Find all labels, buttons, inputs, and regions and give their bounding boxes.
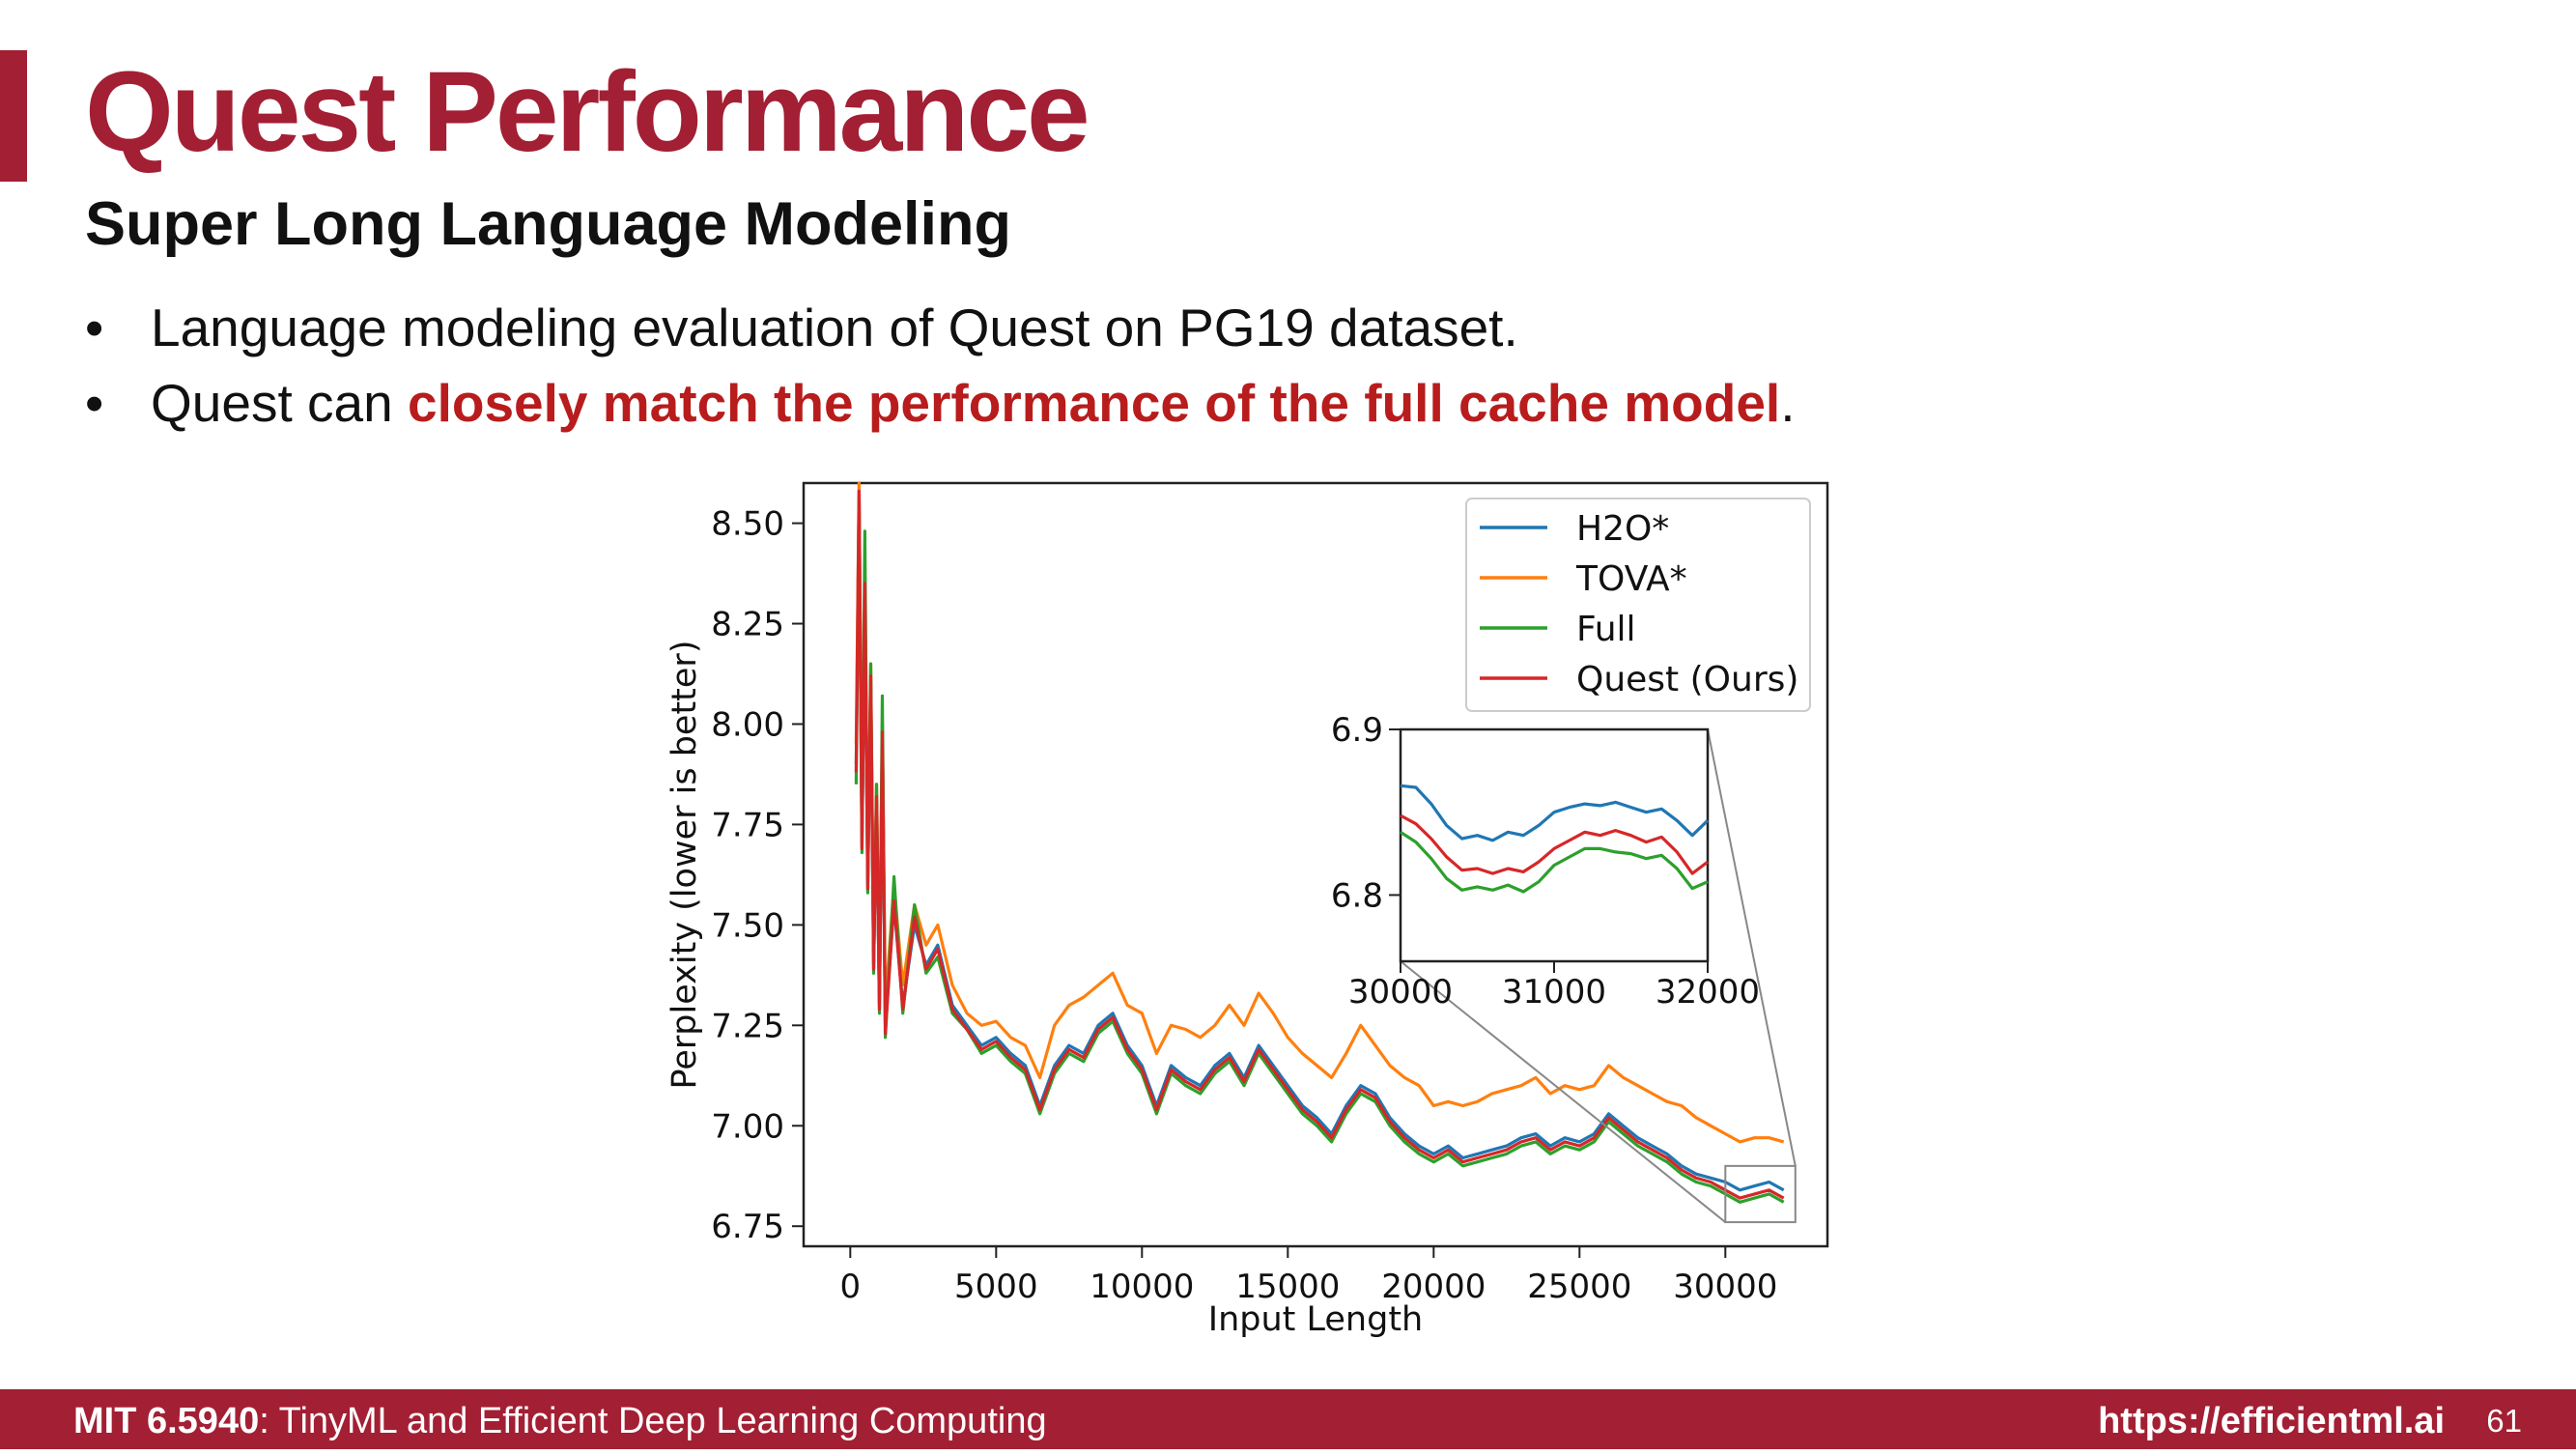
x-tick-label: 20000 — [1381, 1268, 1486, 1306]
inset-series-line-quest-ours — [1400, 813, 1709, 875]
x-axis-label: Input Length — [1208, 1300, 1423, 1339]
slide-subtitle: Super Long Language Modeling — [85, 190, 1011, 258]
bullet-dot: • — [85, 298, 104, 357]
bullet-item: • Quest can closely match the performanc… — [85, 365, 1795, 441]
y-tick-label: 8.25 — [711, 606, 784, 644]
legend-label-full: Full — [1576, 610, 1636, 649]
bullet-text-post: . — [1780, 373, 1796, 433]
bullet-dot: • — [85, 373, 104, 433]
plot-frame — [802, 481, 1829, 1248]
footer-course-code: MIT 6.5940 — [73, 1401, 260, 1441]
bullet-text-pre: Quest can — [151, 373, 408, 433]
y-tick-label: 7.75 — [711, 806, 784, 844]
legend-box — [1465, 498, 1811, 712]
footer-bar: MIT 6.5940: TinyML and Efficient Deep Le… — [0, 1389, 2576, 1449]
zoom-connector-line — [1400, 960, 1726, 1223]
slide-title: Quest Performance — [85, 48, 1090, 176]
x-tick-label: 30000 — [1673, 1268, 1777, 1306]
y-tick-label: 8.00 — [711, 705, 784, 744]
x-tick-label: 15000 — [1235, 1268, 1340, 1306]
inset-y-tick-label: 6.9 — [1331, 711, 1383, 750]
inset-series-line-full — [1400, 830, 1709, 894]
inset-x-tick-label: 32000 — [1656, 973, 1760, 1012]
y-tick-label: 7.25 — [711, 1007, 784, 1045]
x-tick-label: 0 — [839, 1268, 861, 1306]
legend-label-tova: TOVA* — [1575, 559, 1687, 599]
footer-url[interactable]: https://efficientml.ai — [2098, 1401, 2445, 1441]
page-number: 61 — [2486, 1403, 2522, 1439]
zoom-connector-line — [1707, 728, 1797, 1167]
y-tick-label: 7.50 — [711, 906, 784, 945]
x-tick-label: 25000 — [1527, 1268, 1631, 1306]
series-line-quest-ours — [854, 489, 1785, 1200]
y-tick-label: 7.00 — [711, 1107, 784, 1146]
footer-course: MIT 6.5940: TinyML and Efficient Deep Le… — [73, 1401, 1047, 1442]
bullet-highlight: closely match the performance of the ful… — [407, 373, 1781, 433]
zoom-region-box — [1724, 1164, 1797, 1224]
x-tick-label: 10000 — [1090, 1268, 1194, 1306]
bullet-list: • Language modeling evaluation of Quest … — [85, 290, 1795, 441]
x-tick-label: 5000 — [954, 1268, 1038, 1306]
inset-x-tick-label: 31000 — [1502, 973, 1606, 1012]
y-tick-label: 6.75 — [711, 1208, 784, 1246]
legend-label-quest-ours: Quest (Ours) — [1576, 660, 1798, 699]
inset-frame — [1399, 727, 1710, 963]
y-tick-label: 8.50 — [711, 505, 784, 544]
inset-series-line-h2o — [1400, 784, 1710, 842]
footer-course-name: : TinyML and Efficient Deep Learning Com… — [259, 1401, 1047, 1441]
title-accent-bar — [0, 50, 27, 182]
inset-y-tick-label: 6.8 — [1331, 876, 1383, 915]
series-line-tova — [854, 481, 1785, 1144]
legend-label-h2o: H2O* — [1576, 509, 1669, 549]
bullet-item: • Language modeling evaluation of Quest … — [85, 290, 1795, 365]
bullet-text: Language modeling evaluation of Quest on… — [151, 298, 1518, 357]
y-axis-label: Perplexity (lower is better) — [665, 641, 704, 1090]
inset-x-tick-label: 30000 — [1348, 973, 1453, 1012]
